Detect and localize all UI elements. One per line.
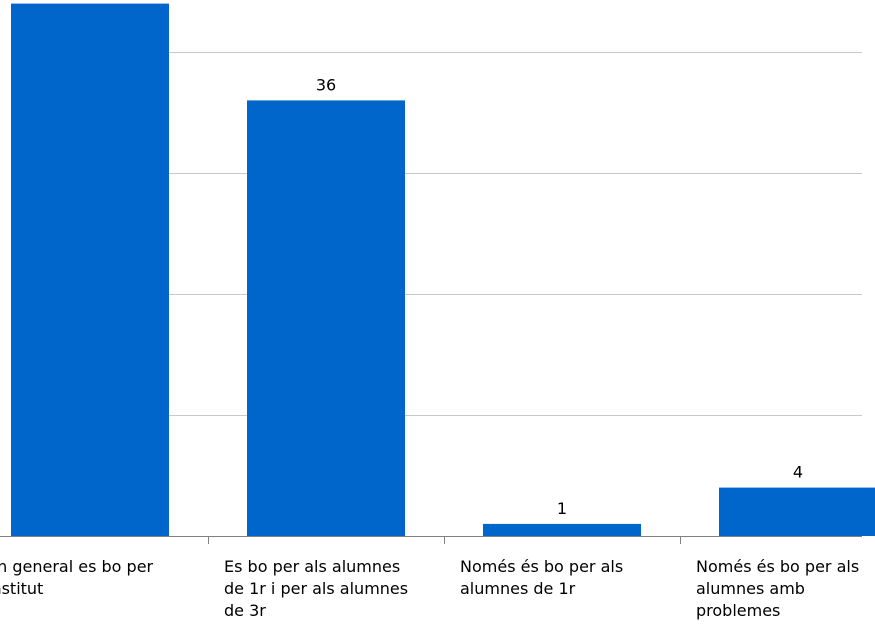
x-tick-label-2: Es bo per als alumnes de 1r i per als al… [224,557,409,620]
data-label-2: 36 [316,75,336,94]
x-tick-label-3: Només és bo per als alumnes de 1r [460,557,624,598]
x-tick-label-1: En general es bo per institut [0,557,154,598]
x-tick-label-clip-3: Només és bo per als alumnes de 1r [460,556,650,630]
bar-2 [247,100,405,537]
bar-3 [483,523,641,536]
bar-1 [11,3,169,537]
x-tick-label-clip-4: Només és bo per als alumnes amb probleme… [696,556,875,630]
x-tick-label-clip-1: En general es bo per institut [0,556,177,630]
data-label-4: 4 [793,463,803,482]
x-tick-label-4: Només és bo per als alumnes amb probleme… [696,557,860,620]
data-label-3: 1 [557,499,567,518]
x-tick-label-clip-2: Es bo per als alumnes de 1r i per als al… [224,556,414,630]
bar-4 [719,487,875,536]
